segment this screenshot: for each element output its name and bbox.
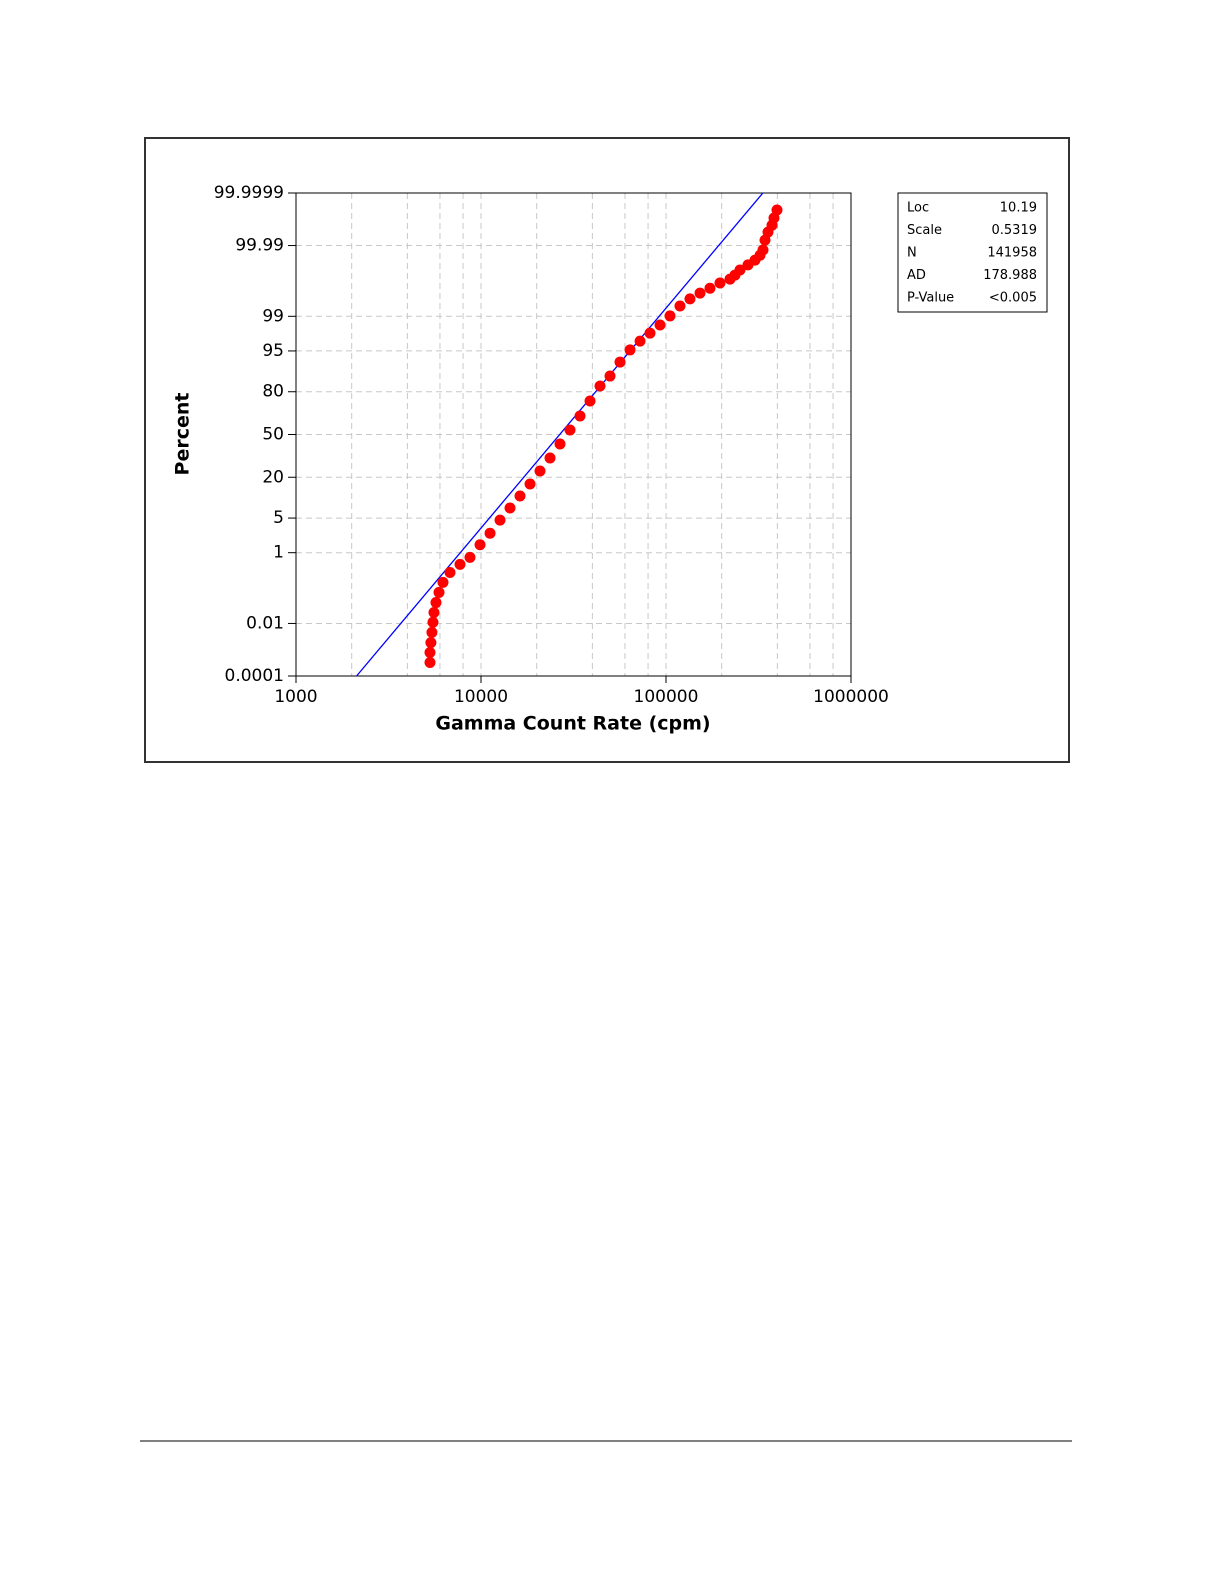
- data-point: [484, 527, 496, 539]
- stat-value: <0.005: [989, 291, 1037, 306]
- y-tick-label: 20: [262, 467, 284, 487]
- data-point: [664, 310, 676, 322]
- data-point: [464, 551, 476, 563]
- x-axis-label: Gamma Count Rate (cpm): [435, 713, 710, 735]
- data-point: [694, 287, 706, 299]
- data-point: [614, 356, 626, 368]
- x-tick-label: 1000: [274, 687, 317, 707]
- y-axis-label: Percent: [172, 393, 194, 476]
- stat-label: P-Value: [907, 291, 954, 306]
- y-tick-label: 80: [262, 382, 284, 402]
- x-tick-label: 10000: [454, 687, 508, 707]
- stat-label: AD: [907, 268, 926, 283]
- stats-box: [897, 192, 1048, 313]
- data-point: [504, 502, 516, 514]
- data-point: [430, 597, 442, 609]
- y-tick-label: 95: [262, 341, 284, 361]
- data-point: [424, 656, 436, 668]
- data-point: [604, 370, 616, 382]
- fit-line: [356, 192, 764, 677]
- data-point: [437, 576, 449, 588]
- data-point: [444, 567, 456, 579]
- data-point: [425, 637, 437, 649]
- y-tick-label: 0.01: [246, 613, 284, 633]
- y-tick-label: 99.99: [235, 236, 284, 256]
- data-point: [674, 300, 686, 312]
- data-point: [424, 646, 436, 658]
- stat-label: N: [907, 246, 917, 261]
- data-point: [574, 410, 586, 422]
- data-point: [474, 539, 486, 551]
- y-tick-label: 99.9999: [214, 183, 284, 203]
- y-tick-label: 50: [262, 425, 284, 445]
- data-point: [584, 395, 596, 407]
- data-point: [454, 558, 466, 570]
- stat-label: Loc: [907, 201, 929, 216]
- data-point: [634, 335, 646, 347]
- data-point: [594, 380, 606, 392]
- stat-value: 178.988: [983, 268, 1037, 283]
- y-tick-label: 0.0001: [225, 666, 284, 686]
- data-point: [524, 478, 536, 490]
- data-point: [644, 327, 656, 339]
- data-point: [734, 264, 746, 276]
- data-point: [564, 424, 576, 436]
- data-point: [428, 606, 440, 618]
- x-tick-label: 100000: [634, 687, 699, 707]
- data-point: [544, 452, 556, 464]
- stat-label: Scale: [907, 223, 942, 238]
- data-point: [714, 277, 726, 289]
- stat-value: 0.5319: [992, 223, 1038, 238]
- data-point: [684, 293, 696, 305]
- data-point: [554, 438, 566, 450]
- y-tick-label: 1: [273, 543, 284, 563]
- data-point: [534, 465, 546, 477]
- stat-value: 141958: [987, 246, 1037, 261]
- data-point: [624, 344, 636, 356]
- x-tick-label: 1000000: [813, 687, 889, 707]
- data-point: [433, 586, 445, 598]
- y-tick-label: 99: [262, 306, 284, 326]
- y-tick-label: 5: [273, 508, 284, 528]
- data-point: [771, 204, 783, 216]
- stat-value: 10.19: [1000, 201, 1037, 216]
- data-point: [704, 282, 716, 294]
- data-point: [654, 319, 666, 331]
- data-point: [427, 616, 439, 628]
- data-point: [514, 490, 526, 502]
- data-point: [757, 244, 769, 256]
- data-point: [494, 514, 506, 526]
- data-point: [426, 626, 438, 638]
